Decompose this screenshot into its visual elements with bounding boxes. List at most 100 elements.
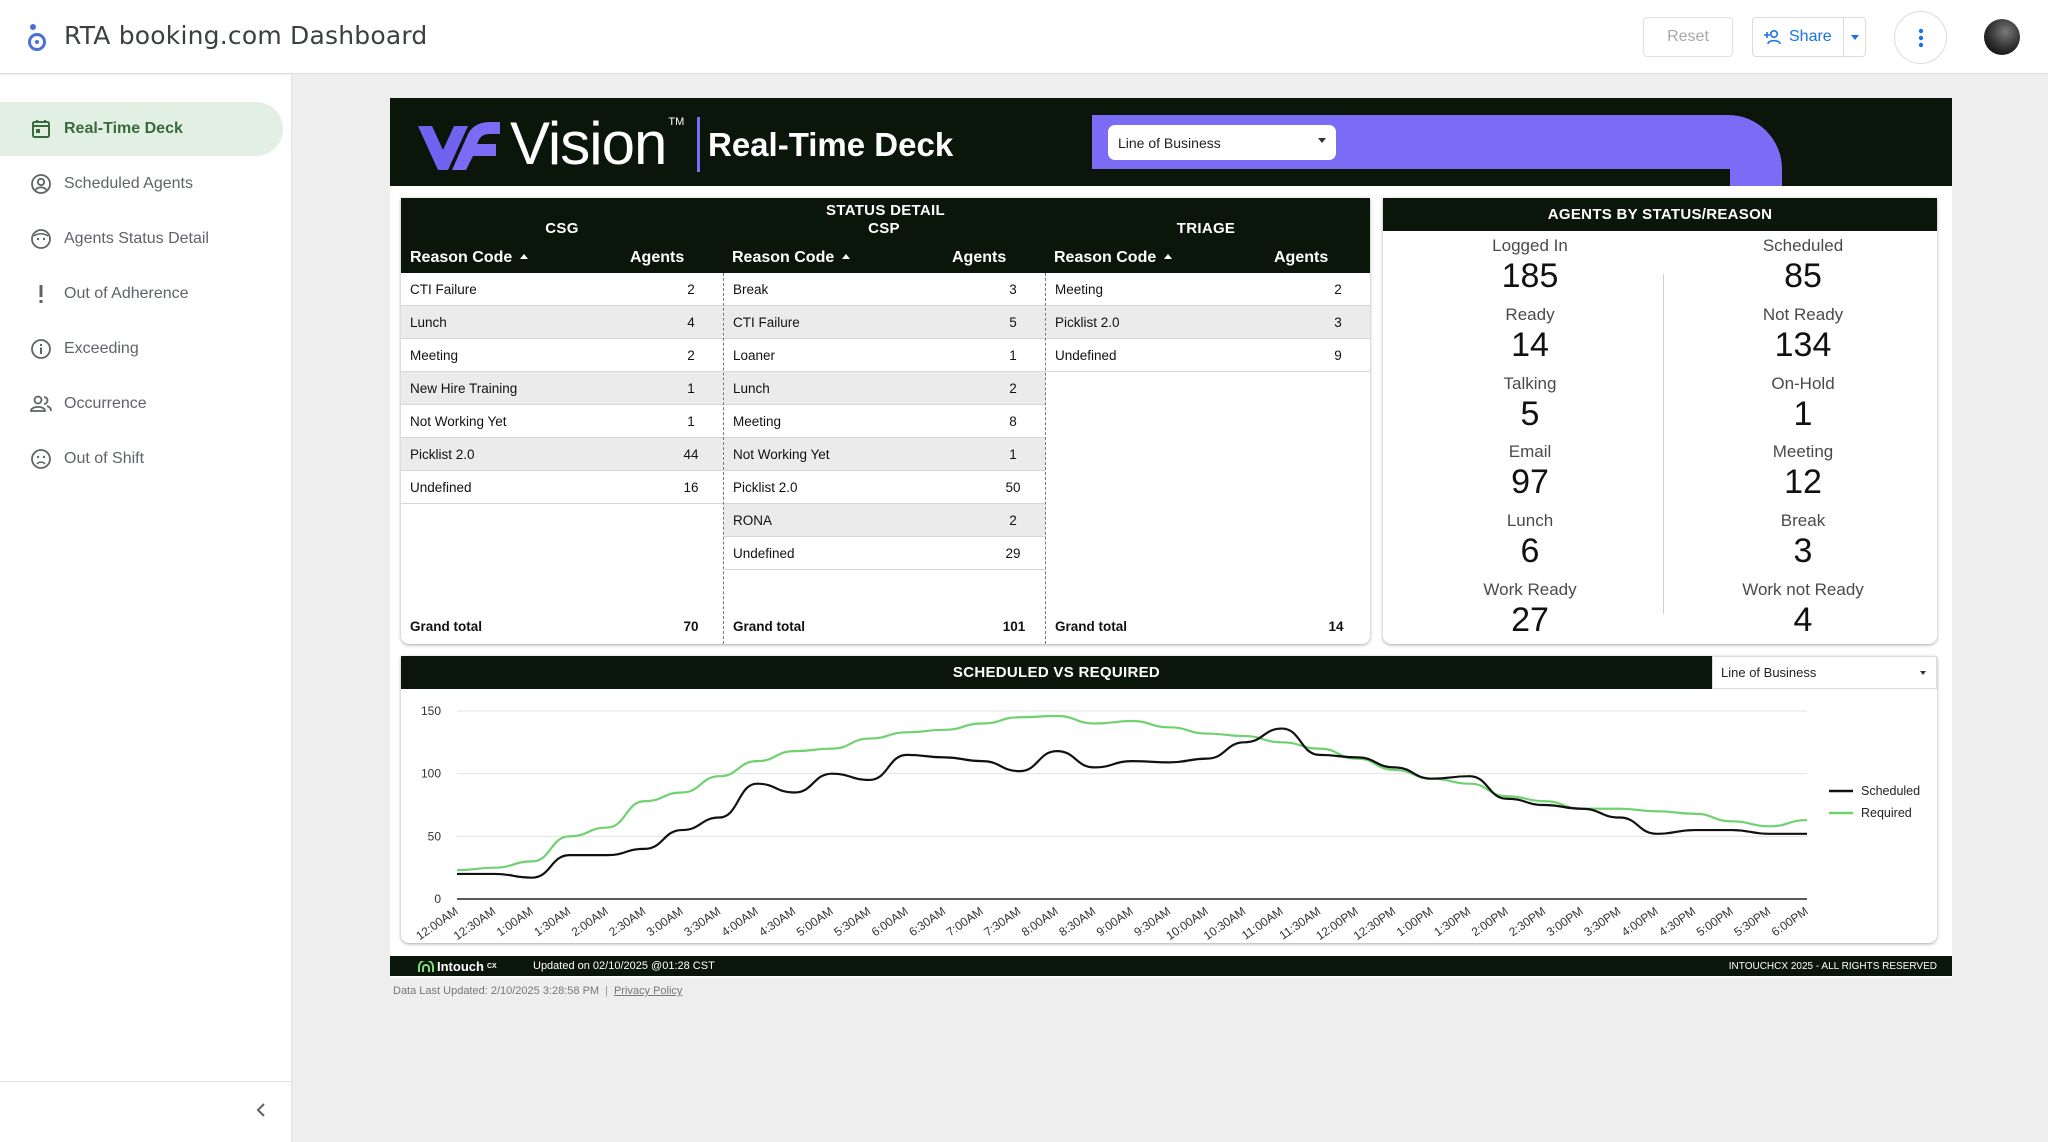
sidebar-item-occurrence[interactable]: Occurrence xyxy=(0,377,283,431)
top-bar: RTA booking.com Dashboard Reset Share xyxy=(0,0,2048,74)
stat-label: Break xyxy=(1780,511,1826,530)
reason-code-cell: Meeting xyxy=(733,413,782,429)
sidebar-item-agents-status-detail[interactable]: Agents Status Detail xyxy=(0,212,283,266)
agents-cell: 8 xyxy=(1009,413,1017,429)
table-row[interactable]: Meeting 8 xyxy=(724,405,1045,438)
reason-code-cell: Lunch xyxy=(733,380,770,396)
x-tick-label: 2:30AM xyxy=(606,904,648,939)
line-of-business-dropdown[interactable]: Line of Business xyxy=(1108,125,1336,160)
x-tick-label: 8:00AM xyxy=(1019,904,1061,939)
reason-code-cell: Meeting xyxy=(410,347,459,363)
status-detail-card: STATUS DETAIL CSG CSP TRIAGE Reason Code… xyxy=(401,198,1370,644)
stat-value: 97 xyxy=(1511,463,1549,501)
sidebar-item-real-time-deck[interactable]: Real-Time Deck xyxy=(0,102,283,156)
more-options-button[interactable] xyxy=(1894,11,1947,64)
table-row[interactable]: Lunch 2 xyxy=(724,372,1045,405)
table-row[interactable]: Meeting 2 xyxy=(1046,273,1370,306)
x-tick-label: 2:00PM xyxy=(1469,904,1511,939)
table-row[interactable]: Meeting 2 xyxy=(401,339,723,372)
x-tick-label: 4:30PM xyxy=(1656,904,1698,939)
table-row[interactable]: Not Working Yet 1 xyxy=(401,405,723,438)
x-tick-label: 3:00AM xyxy=(644,904,686,939)
agents-divider xyxy=(1663,274,1664,614)
agents-cell: 2 xyxy=(1334,281,1342,297)
stat-label: Logged In xyxy=(1492,236,1568,255)
series-line-required xyxy=(456,714,1808,872)
table-row[interactable]: CTI Failure 5 xyxy=(724,306,1045,339)
stat-scheduled: Scheduled 85 xyxy=(1703,236,1903,294)
report-footer: Intouch CX Updated on 02/10/2025 @01:28 C… xyxy=(390,956,1952,976)
intouch-mark-icon xyxy=(418,960,434,972)
table-row[interactable]: RONA 2 xyxy=(724,504,1045,537)
stat-work-not-ready: Work not Ready 4 xyxy=(1703,580,1903,638)
x-tick-label: 11:00AM xyxy=(1239,904,1286,943)
dropdown-value: Line of Business xyxy=(1118,134,1221,151)
stat-break: Break 3 xyxy=(1703,511,1903,569)
stat-talking: Talking 5 xyxy=(1430,374,1630,432)
table-row[interactable]: CTI Failure 2 xyxy=(401,273,723,306)
user-avatar[interactable] xyxy=(1984,19,2020,55)
table-row[interactable]: Break 3 xyxy=(724,273,1045,306)
table-row[interactable]: Lunch 4 xyxy=(401,306,723,339)
table-row[interactable]: Picklist 2.0 44 xyxy=(401,438,723,471)
table-row[interactable]: Undefined 16 xyxy=(401,471,723,504)
y-tick-label: 0 xyxy=(434,892,441,906)
intouch-logo: Intouch CX xyxy=(418,959,497,974)
stat-label: Scheduled xyxy=(1762,236,1844,255)
agents-cell: 1 xyxy=(687,380,695,396)
reason-code-cell: CTI Failure xyxy=(410,281,477,297)
table-row[interactable]: Undefined 9 xyxy=(1046,339,1370,372)
chart-line-of-business-dropdown[interactable]: Line of Business xyxy=(1712,656,1937,689)
agents-cell: 1 xyxy=(1009,446,1017,462)
agents-cell: 2 xyxy=(687,281,695,297)
reset-button[interactable]: Reset xyxy=(1643,17,1733,57)
stat-value: 14 xyxy=(1511,326,1549,364)
table-row[interactable]: Not Working Yet 1 xyxy=(724,438,1045,471)
column-header-agents[interactable]: Agents xyxy=(1274,249,1329,266)
status-detail-title: STATUS DETAIL xyxy=(826,202,945,219)
privacy-policy-link[interactable]: Privacy Policy xyxy=(613,985,683,997)
column-header-reason-code[interactable]: Reason Code xyxy=(410,249,529,267)
x-tick-label: 12:30PM xyxy=(1351,904,1398,943)
column-header-agents[interactable]: Agents xyxy=(952,249,1007,266)
agents-cell: 44 xyxy=(683,446,699,462)
reason-code-cell: Picklist 2.0 xyxy=(733,479,798,495)
sidebar-item-label: Real-Time Deck xyxy=(64,120,183,137)
share-button[interactable]: Share xyxy=(1753,18,1843,56)
reason-code-cell: Meeting xyxy=(1055,281,1104,297)
csp-table: Break 3 CTI Failure 5 Loaner 1 Lunch 2 Meeti… xyxy=(723,273,1045,644)
agents-cell: 2 xyxy=(1009,380,1017,396)
sidebar-item-out-of-shift[interactable]: Out of Shift xyxy=(0,432,283,486)
collapse-sidebar-button[interactable] xyxy=(250,1099,272,1121)
stat-value: 6 xyxy=(1520,532,1540,570)
stat-on-hold: On-Hold 1 xyxy=(1703,374,1903,432)
people-icon xyxy=(28,391,54,417)
agents-by-status-title: AGENTS BY STATUS/REASON xyxy=(1383,198,1937,231)
stat-value: 85 xyxy=(1784,257,1822,295)
table-row[interactable]: Loaner 1 xyxy=(724,339,1045,372)
column-header-agents[interactable]: Agents xyxy=(630,249,685,266)
table-row[interactable]: Undefined 29 xyxy=(724,537,1045,570)
column-header-reason-code[interactable]: Reason Code xyxy=(732,249,851,267)
stat-value: 134 xyxy=(1774,326,1832,364)
separator: | xyxy=(605,985,608,997)
sidebar-item-exceeding[interactable]: Exceeding xyxy=(0,322,283,376)
grand-total-value: 70 xyxy=(683,619,699,634)
x-tick-label: 12:30AM xyxy=(451,904,498,943)
x-tick-label: 2:00AM xyxy=(569,904,611,939)
share-button-group: Share xyxy=(1752,17,1866,57)
x-tick-label: 7:00AM xyxy=(944,904,986,939)
stat-email: Email 97 xyxy=(1430,442,1630,500)
share-dropdown-button[interactable] xyxy=(1843,18,1865,56)
table-row[interactable]: Picklist 2.0 3 xyxy=(1046,306,1370,339)
table-row[interactable]: New Hire Training 1 xyxy=(401,372,723,405)
table-row[interactable]: Picklist 2.0 50 xyxy=(724,471,1045,504)
column-header-reason-code[interactable]: Reason Code xyxy=(1054,249,1173,267)
scheduled-vs-required-chart[interactable]: 05010015012:00AM12:30AM1:00AM1:30AM2:00A… xyxy=(401,689,1937,943)
sidebar-item-scheduled-agents[interactable]: Scheduled Agents xyxy=(0,157,283,211)
sidebar-item-out-of-adherence[interactable]: Out of Adherence xyxy=(0,267,283,321)
reason-code-cell: Not Working Yet xyxy=(733,446,830,462)
sidebar-item-label: Scheduled Agents xyxy=(64,175,193,192)
agents-cell: 5 xyxy=(1009,314,1017,330)
agents-cell: 1 xyxy=(687,413,695,429)
